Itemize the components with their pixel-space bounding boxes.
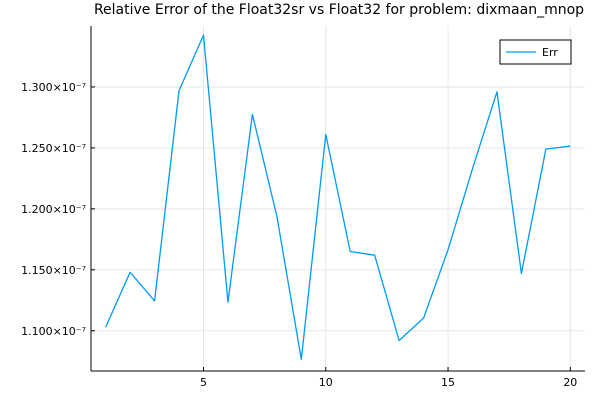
series-line-err (105, 34, 571, 361)
y-tick-label: 1.100×10⁻⁷ (21, 325, 86, 338)
chart-title: Relative Error of the Float32sr vs Float… (94, 2, 584, 18)
y-tick-label: 1.300×10⁻⁷ (21, 81, 86, 94)
y-tick-label: 1.150×10⁻⁷ (21, 264, 86, 277)
y-tick-label: 1.250×10⁻⁷ (21, 142, 86, 155)
grid-lines (91, 26, 585, 371)
legend-label-err: Err (542, 46, 558, 59)
x-tick-label: 10 (319, 376, 333, 389)
tick-labels: 5 10 15 20 1.100×10⁻⁷ 1.150×10⁻⁷ 1.200×10⁻⁷ 1.2… (21, 81, 577, 389)
x-tick-label: 15 (441, 376, 455, 389)
series-lines (105, 34, 571, 361)
x-tick-label: 5 (200, 376, 207, 389)
legend: Err (499, 39, 572, 65)
x-tick-label: 20 (563, 376, 577, 389)
y-tick-label: 1.200×10⁻⁷ (21, 203, 86, 216)
axes (90, 26, 585, 372)
